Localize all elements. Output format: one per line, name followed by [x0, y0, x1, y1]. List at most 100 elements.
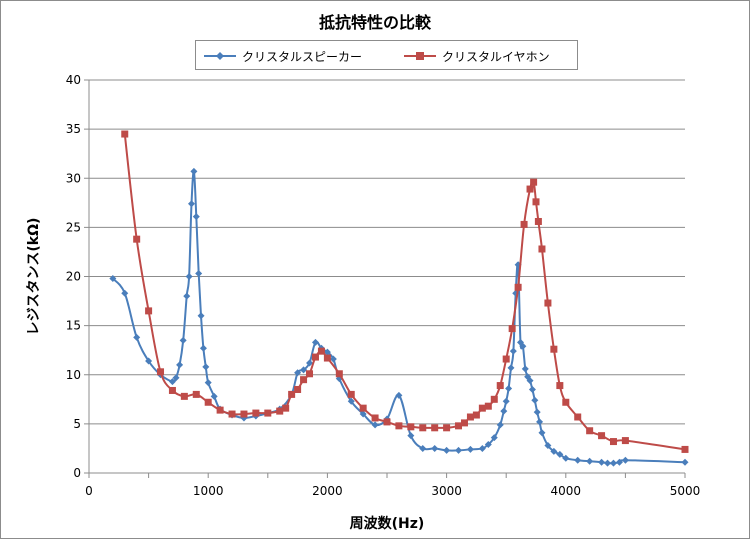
- data-point: [615, 458, 623, 466]
- data-point: [509, 347, 517, 355]
- data-point: [609, 459, 617, 467]
- data-point: [534, 217, 542, 225]
- data-point: [276, 407, 284, 415]
- data-point: [264, 409, 272, 417]
- data-point: [502, 355, 510, 363]
- data-point: [562, 454, 570, 462]
- data-point: [359, 410, 367, 418]
- data-point: [681, 445, 689, 453]
- data-point: [371, 421, 379, 429]
- legend-marker-earphone-icon: [404, 52, 436, 60]
- data-point: [526, 377, 534, 385]
- data-point: [383, 418, 391, 426]
- data-point: [528, 385, 536, 393]
- data-point: [228, 410, 236, 418]
- data-point: [335, 370, 343, 378]
- data-point: [371, 414, 379, 422]
- x-tick-label: 0: [85, 484, 93, 498]
- data-point: [478, 404, 486, 412]
- data-point: [466, 445, 474, 453]
- data-point: [179, 336, 187, 344]
- data-point: [210, 392, 218, 400]
- data-point: [604, 459, 612, 467]
- data-point: [190, 167, 198, 175]
- data-point: [556, 382, 564, 390]
- series-line-0: [112, 170, 686, 465]
- data-point: [288, 390, 296, 398]
- data-point: [466, 413, 474, 421]
- y-tick-label: 30: [66, 171, 81, 185]
- data-point: [460, 419, 468, 427]
- data-point: [505, 385, 513, 393]
- data-point: [300, 366, 308, 374]
- data-point: [419, 424, 427, 432]
- data-point: [544, 441, 552, 449]
- data-point: [574, 413, 582, 421]
- legend-marker-speaker-icon: [204, 52, 236, 60]
- data-point: [530, 178, 538, 186]
- data-point: [455, 422, 463, 430]
- data-point: [252, 409, 260, 417]
- data-point: [306, 370, 314, 378]
- data-point: [347, 397, 355, 405]
- data-point: [496, 421, 504, 429]
- axis-layer: 0 5 10 15 20 25 30 35 40 0 1000 2000 3000 4000 5000: [66, 73, 701, 498]
- data-point: [550, 345, 558, 353]
- y-tick-label: 5: [73, 417, 81, 431]
- data-point: [176, 361, 184, 369]
- data-point: [407, 432, 415, 440]
- data-point: [329, 355, 337, 363]
- data-point: [484, 441, 492, 449]
- data-point: [347, 390, 355, 398]
- data-point: [544, 299, 552, 307]
- data-point: [204, 398, 212, 406]
- data-point: [443, 446, 451, 454]
- y-tick-label: 35: [66, 122, 81, 136]
- data-point: [407, 423, 415, 431]
- data-point: [395, 391, 403, 399]
- data-point: [192, 213, 200, 221]
- data-point: [157, 368, 165, 376]
- data-point: [431, 424, 439, 432]
- data-point: [496, 382, 504, 390]
- legend: クリスタルスピーカー クリスタルイヤホン: [195, 40, 578, 70]
- data-point: [609, 438, 617, 446]
- data-point: [574, 456, 582, 464]
- data-point: [359, 404, 367, 412]
- data-point: [507, 364, 515, 372]
- data-point: [395, 422, 403, 430]
- data-point: [478, 444, 486, 452]
- data-point: [195, 270, 203, 278]
- y-tick-label: 15: [66, 319, 81, 333]
- data-point: [490, 434, 498, 442]
- data-point: [455, 446, 463, 454]
- data-point: [168, 386, 176, 394]
- data-point: [536, 418, 544, 426]
- x-axis-title: 周波数(Hz): [350, 515, 425, 532]
- data-point: [133, 333, 141, 341]
- data-point: [514, 283, 522, 291]
- data-point: [172, 374, 180, 382]
- data-point: [431, 444, 439, 452]
- data-point: [323, 354, 331, 362]
- data-point: [202, 363, 210, 371]
- data-point: [490, 395, 498, 403]
- y-tick-label: 10: [66, 368, 81, 382]
- data-point: [145, 307, 153, 315]
- x-tick-label: 1000: [193, 484, 224, 498]
- data-point: [533, 408, 541, 416]
- data-point: [199, 344, 207, 352]
- series-layer: [109, 130, 689, 467]
- data-point: [185, 273, 193, 280]
- data-point: [192, 390, 200, 398]
- data-point: [294, 385, 302, 393]
- data-point: [500, 407, 508, 415]
- data-point: [586, 457, 594, 465]
- data-point: [133, 235, 141, 243]
- data-point: [519, 342, 527, 350]
- x-tick-label: 4000: [551, 484, 582, 498]
- data-point: [538, 429, 546, 437]
- data-point: [188, 200, 196, 208]
- legend-label-earphone: クリスタルイヤホン: [442, 50, 550, 64]
